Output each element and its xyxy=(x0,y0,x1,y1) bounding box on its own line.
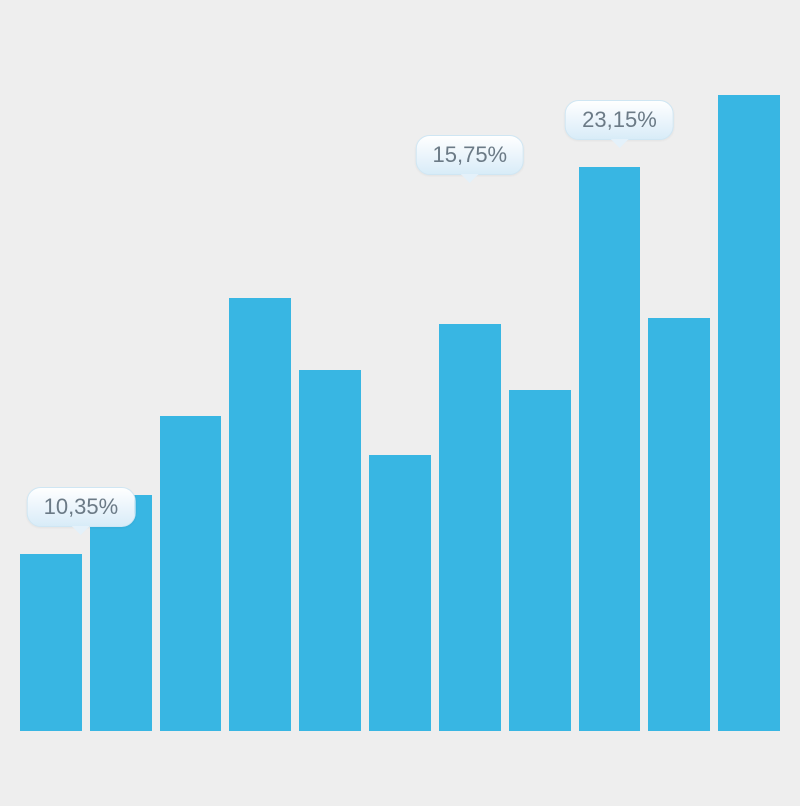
value-tooltip: 23,15% xyxy=(565,100,674,140)
value-tooltip: 10,35% xyxy=(27,487,136,527)
percentage-bar-chart: 10,35% 15,75% 23,15% xyxy=(0,0,800,806)
bar xyxy=(229,298,291,731)
bar xyxy=(20,554,82,731)
bar xyxy=(369,455,431,731)
bar-group xyxy=(20,75,780,731)
bar xyxy=(648,318,710,731)
bar xyxy=(718,95,780,731)
bar xyxy=(160,416,222,731)
bar xyxy=(509,390,571,731)
bar xyxy=(90,495,152,731)
bar xyxy=(439,324,501,731)
bar xyxy=(299,370,361,731)
bar xyxy=(579,167,641,731)
value-tooltip: 15,75% xyxy=(416,135,525,175)
